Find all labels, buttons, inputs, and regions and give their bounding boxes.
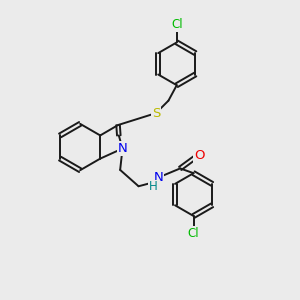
Text: Cl: Cl xyxy=(188,227,200,240)
Text: N: N xyxy=(154,171,164,184)
Text: H: H xyxy=(149,180,158,194)
Text: N: N xyxy=(118,142,128,155)
Text: S: S xyxy=(152,106,160,120)
Text: Cl: Cl xyxy=(171,18,183,31)
Text: O: O xyxy=(194,149,205,162)
